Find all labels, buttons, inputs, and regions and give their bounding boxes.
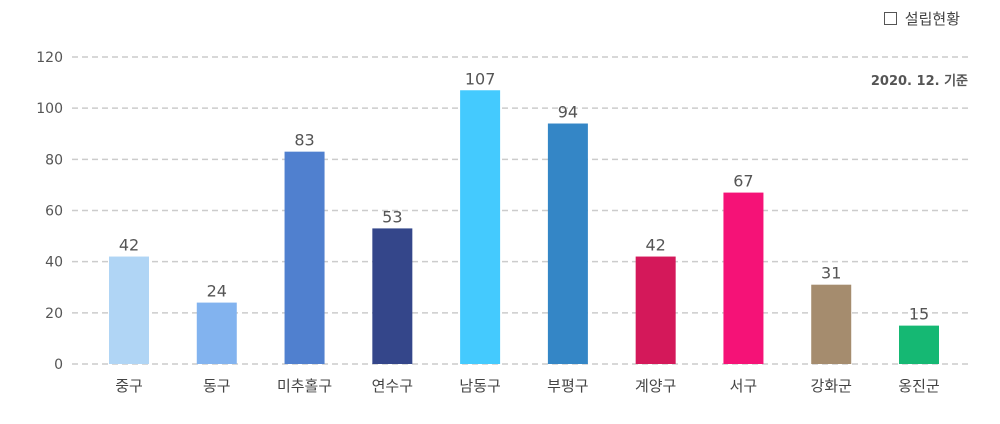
y-tick-label: 120 (36, 50, 63, 66)
bar-부평구 (547, 123, 588, 365)
x-tick-label: 중구 (115, 377, 143, 395)
x-tick-label: 강화군 (811, 377, 853, 395)
data-label: 42 (645, 236, 665, 255)
data-label: 67 (733, 172, 753, 191)
legend-label: 설립현황 (904, 10, 960, 28)
y-tick-label: 0 (54, 357, 63, 373)
bar-계양구 (635, 256, 676, 364)
x-tick-label: 연수구 (372, 377, 413, 395)
x-tick-label: 부평구 (547, 377, 588, 395)
x-tick-label: 계양구 (635, 377, 676, 395)
bar-미추홀구 (284, 151, 325, 364)
y-tick-label: 80 (45, 152, 63, 168)
data-label: 42 (119, 236, 139, 255)
data-label: 83 (294, 131, 314, 150)
date-note: 2020. 12. 기준 (870, 74, 968, 89)
data-label: 24 (207, 282, 227, 301)
x-tick-label: 서구 (730, 377, 758, 395)
data-label: 94 (558, 103, 578, 122)
x-tick-label: 동구 (203, 377, 231, 395)
y-tick-label: 100 (36, 101, 63, 117)
legend: 설립현황 (883, 8, 960, 29)
data-label: 53 (382, 207, 402, 226)
x-tick-label: 미추홀구 (277, 377, 332, 395)
bar-중구 (109, 256, 149, 364)
data-label: 31 (821, 264, 841, 283)
x-tick-label: 옹진군 (898, 377, 940, 395)
data-label: 15 (909, 305, 929, 324)
y-tick-label: 60 (45, 204, 63, 220)
y-tick-label: 20 (45, 306, 63, 322)
bar-강화군 (811, 284, 852, 364)
bar-옹진군 (899, 325, 939, 364)
bar-연수구 (372, 228, 413, 364)
bar-남동구 (460, 90, 501, 364)
legend-checkbox-icon (883, 12, 897, 25)
data-label: 107 (465, 69, 496, 88)
bar-서구 (723, 192, 764, 364)
bar-동구 (196, 302, 237, 364)
x-tick-label: 남동구 (459, 377, 500, 395)
y-tick-label: 40 (45, 255, 63, 271)
